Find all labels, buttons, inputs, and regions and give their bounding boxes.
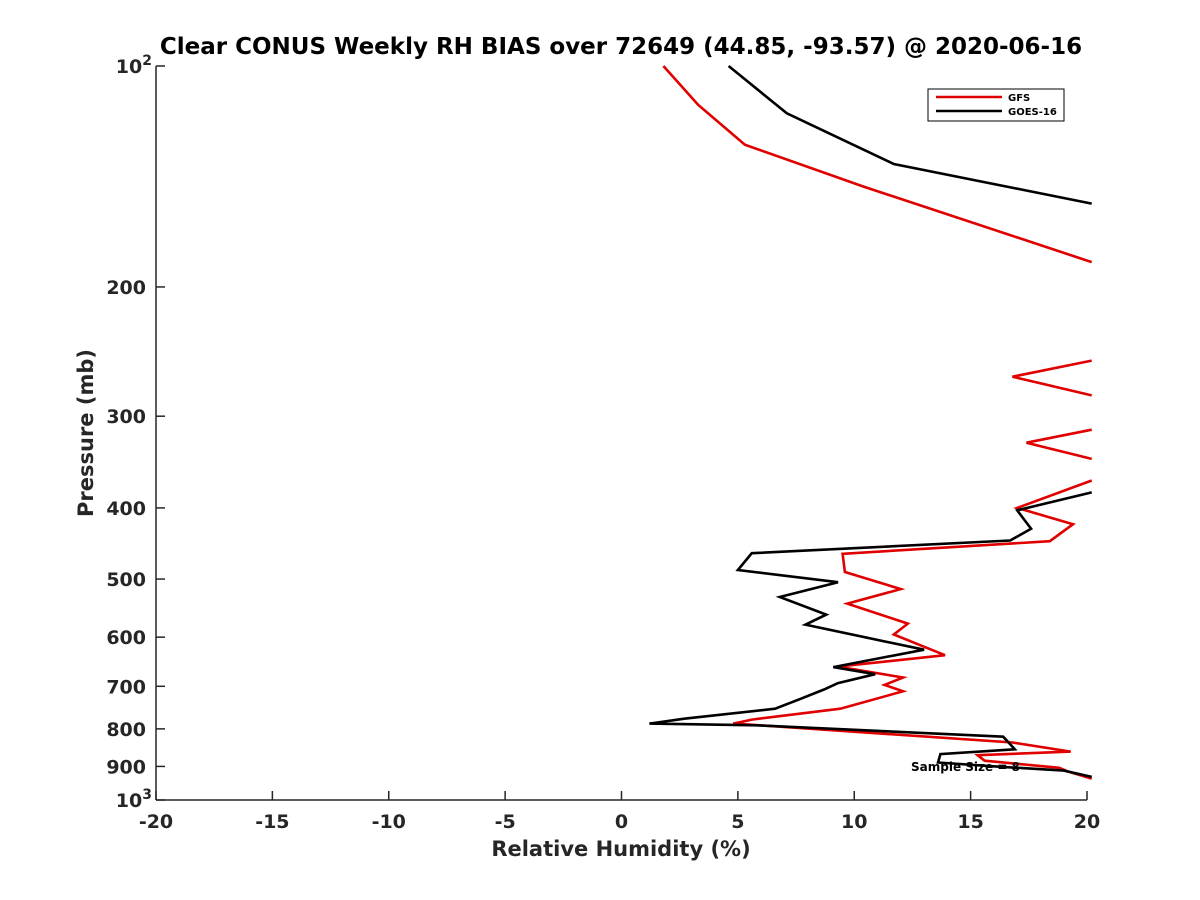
legend-label-goes-16: GOES-16 (1008, 107, 1057, 118)
y-tick-label: 200 (106, 277, 146, 299)
y-tick-label: 500 (106, 569, 146, 591)
x-tick-label: 10 (841, 811, 867, 833)
sample-size-annotation: Sample Size = 8 (911, 760, 1020, 774)
y-tick-label: 102 (116, 53, 152, 78)
series-line-goes-16-2 (649, 491, 1093, 779)
series-line-goes-16-1 (727, 64, 1092, 205)
legend-label-gfs: GFS (1008, 93, 1030, 104)
legend: GFS GOES-16 (927, 88, 1065, 122)
x-ticks: -20 -15 -10 -5 0 5 10 15 20 (139, 791, 1100, 833)
y-tick-label: 300 (106, 406, 146, 428)
y-tick-label: 103 (116, 787, 152, 812)
x-axis-label: Relative Humidity (%) (491, 837, 750, 861)
y-tick-label: 400 (106, 498, 146, 520)
series-layer (649, 64, 1093, 780)
x-tick-label: 20 (1074, 811, 1100, 833)
y-tick-label: 600 (106, 627, 146, 649)
legend-box (927, 88, 1065, 122)
x-tick-label: -15 (255, 811, 289, 833)
y-tick-label: 800 (106, 719, 146, 741)
series-line-gfs-1 (662, 65, 1093, 264)
y-tick-label: 700 (106, 676, 146, 698)
x-tick-label: 5 (731, 811, 744, 833)
y-axis-label: Pressure (mb) (74, 349, 98, 517)
x-tick-label: 15 (957, 811, 983, 833)
x-tick-label: 0 (615, 811, 628, 833)
chart-title: Clear CONUS Weekly RH BIAS over 72649 (4… (160, 34, 1082, 60)
x-tick-label: -10 (372, 811, 406, 833)
series-line-gfs-2 (1012, 359, 1092, 397)
x-tick-label: -20 (139, 811, 173, 833)
x-tick-label: -5 (495, 811, 516, 833)
series-line-gfs-3 (1026, 428, 1093, 461)
y-tick-label: 900 (106, 756, 146, 778)
series-line-gfs-4 (732, 479, 1093, 780)
y-ticks: 102 200 300 400 500 600 700 800 900 103 (106, 53, 165, 812)
